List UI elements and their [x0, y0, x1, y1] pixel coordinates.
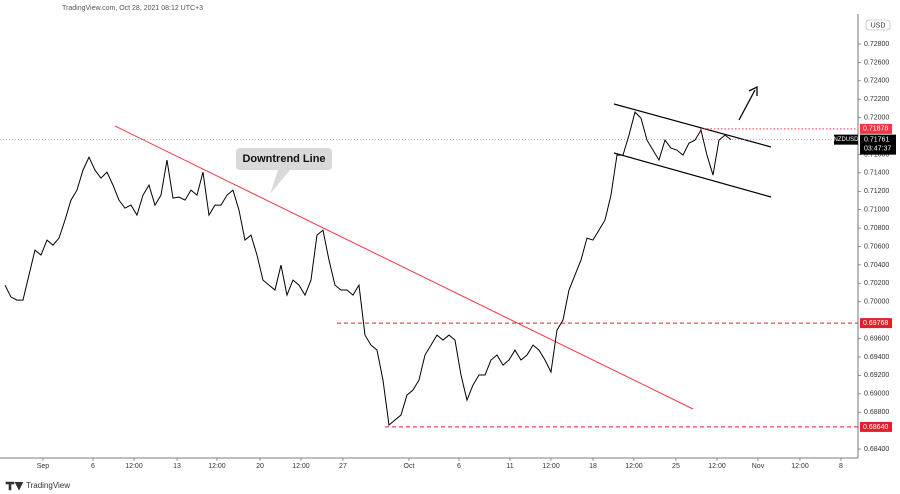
x-tick-label: 12:00: [625, 463, 643, 470]
x-tick-label: 12:00: [791, 463, 809, 470]
x-tick-label: 6: [91, 463, 95, 470]
y-tick-label: 0.69000: [864, 391, 889, 398]
y-tick-label: 0.70200: [864, 280, 889, 287]
currency: USD: [871, 22, 886, 29]
level-label: 0.69768: [863, 320, 888, 327]
y-tick-label: 0.70600: [864, 243, 889, 250]
x-tick-label: 12:00: [208, 463, 226, 470]
y-tick-label: 0.71000: [864, 207, 889, 214]
currency-badge: [865, 19, 891, 31]
x-tick-label: 12:00: [708, 463, 726, 470]
level-badge: [860, 421, 892, 432]
last-price-badge: [860, 134, 896, 155]
countdown: 03:47:37: [864, 145, 891, 152]
x-tick-label: 25: [672, 463, 680, 470]
y-tick-label: 0.69200: [864, 372, 889, 379]
x-tick-label: 12:00: [542, 463, 560, 470]
arrow-shaft: [738, 89, 756, 121]
x-tick-label: 6: [457, 463, 461, 470]
annotation-text: Downtrend Line: [242, 153, 325, 165]
y-tick-label: 0.69600: [864, 335, 889, 342]
arrow-head: [748, 85, 758, 96]
y-tick-label: 0.68800: [864, 409, 889, 416]
y-tick-label: 0.72000: [864, 114, 889, 121]
footer-text: TradingView: [26, 481, 70, 490]
footer-logo: TradingView: [5, 481, 70, 491]
downtrend-line: [114, 125, 694, 410]
x-tick-label: 27: [339, 463, 347, 470]
x-tick-label: 12:00: [292, 463, 310, 470]
level-badge: [860, 318, 892, 329]
level-label: 0.68640: [863, 424, 888, 431]
x-tick-label: Oct: [404, 463, 415, 470]
last-price-label: 0.71761: [864, 136, 889, 143]
y-tick-label: 0.68400: [864, 446, 889, 453]
logo-mark: [5, 481, 24, 491]
x-tick-label: Sep: [37, 463, 50, 470]
y-tick-label: 0.70400: [864, 262, 889, 269]
series-name: NZDUSD: [834, 137, 860, 143]
y-tick-label: 0.72200: [864, 96, 889, 103]
price-line: [4, 111, 732, 426]
series-name-badge: [834, 134, 858, 145]
x-tick-label: 18: [589, 463, 597, 470]
x-tick-label: 8: [839, 463, 843, 470]
level-badge: [860, 123, 892, 134]
x-tick-label: 13: [173, 463, 181, 470]
x-tick-label: 20: [256, 463, 264, 470]
y-tick-label: 0.71400: [864, 170, 889, 177]
header: TradingView.com, Oct 28, 2021 08:12 UTC+…: [62, 5, 203, 12]
y-tick-label: 0.69400: [864, 354, 889, 361]
y-tick-label: 0.70800: [864, 225, 889, 232]
annotation-callout: [236, 148, 332, 194]
x-tick-label: 12:00: [125, 463, 143, 470]
y-tick-label: 0.71600: [864, 151, 889, 158]
y-tick-label: 0.72800: [864, 41, 889, 48]
y-tick-label: 0.70000: [864, 299, 889, 306]
x-tick-label: Nov: [752, 463, 765, 470]
y-tick-label: 0.72600: [864, 59, 889, 66]
level-label: 0.71878: [863, 126, 888, 133]
y-tick-label: 0.72400: [864, 78, 889, 85]
channel-bottom: [613, 152, 772, 198]
y-tick-label: 0.71200: [864, 188, 889, 195]
x-tick-label: 11: [506, 463, 513, 470]
